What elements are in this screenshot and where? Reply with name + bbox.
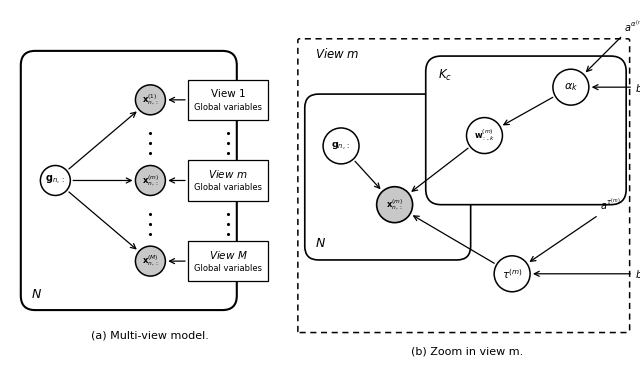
Circle shape xyxy=(40,165,70,196)
FancyBboxPatch shape xyxy=(21,51,237,310)
Text: $b^{\tau^{(m)}}$: $b^{\tau^{(m)}}$ xyxy=(635,266,640,281)
Text: $b^{\alpha^{(m)}}$: $b^{\alpha^{(m)}}$ xyxy=(635,80,640,95)
Circle shape xyxy=(553,69,589,105)
Text: View 1: View 1 xyxy=(211,88,246,99)
Text: $\alpha_k$: $\alpha_k$ xyxy=(564,81,578,93)
Text: Global variables: Global variables xyxy=(194,264,262,273)
Text: $\mathbf{x}^{(m)}_{n,:}$: $\mathbf{x}^{(m)}_{n,:}$ xyxy=(386,197,403,212)
Circle shape xyxy=(323,128,359,164)
Circle shape xyxy=(136,165,165,196)
Circle shape xyxy=(467,118,502,153)
Text: $\mathbf{g}_{n,:}$: $\mathbf{g}_{n,:}$ xyxy=(332,140,351,152)
Text: (b) Zoom in view m.: (b) Zoom in view m. xyxy=(411,346,524,356)
Circle shape xyxy=(494,256,530,292)
Text: (a) Multi-view model.: (a) Multi-view model. xyxy=(92,330,209,340)
Circle shape xyxy=(136,246,165,276)
Text: $\mathbf{x}^{(m)}_{n,:}$: $\mathbf{x}^{(m)}_{n,:}$ xyxy=(141,173,159,188)
Text: $\tau^{(m)}$: $\tau^{(m)}$ xyxy=(502,267,522,281)
Text: $a^{\tau^{(m)}}$: $a^{\tau^{(m)}}$ xyxy=(600,196,621,212)
Circle shape xyxy=(377,187,413,223)
FancyBboxPatch shape xyxy=(298,39,630,332)
FancyBboxPatch shape xyxy=(426,56,626,205)
Text: $K_c$: $K_c$ xyxy=(438,68,452,83)
FancyBboxPatch shape xyxy=(188,80,269,120)
Text: View $m$: View $m$ xyxy=(315,47,360,61)
Text: View $m$: View $m$ xyxy=(209,168,248,180)
Text: $\mathbf{g}_{n,:}$: $\mathbf{g}_{n,:}$ xyxy=(45,174,65,187)
Text: $\mathbf{x}^{(M)}_{n,:}$: $\mathbf{x}^{(M)}_{n,:}$ xyxy=(142,254,159,268)
Text: Global variables: Global variables xyxy=(194,183,262,192)
Text: $\mathbf{x}^{(1)}_{n,:}$: $\mathbf{x}^{(1)}_{n,:}$ xyxy=(142,92,159,107)
Text: View $M$: View $M$ xyxy=(209,249,248,261)
Text: $\mathbf{w}^{(m)}_{:,k}$: $\mathbf{w}^{(m)}_{:,k}$ xyxy=(474,128,495,143)
Text: $a^{\alpha^{(m)}}$: $a^{\alpha^{(m)}}$ xyxy=(625,18,640,33)
Circle shape xyxy=(136,85,165,115)
FancyBboxPatch shape xyxy=(188,241,269,281)
Text: $N$: $N$ xyxy=(315,237,326,250)
FancyBboxPatch shape xyxy=(305,94,470,260)
FancyBboxPatch shape xyxy=(188,160,269,201)
Text: Global variables: Global variables xyxy=(194,103,262,112)
Text: $N$: $N$ xyxy=(31,288,42,302)
